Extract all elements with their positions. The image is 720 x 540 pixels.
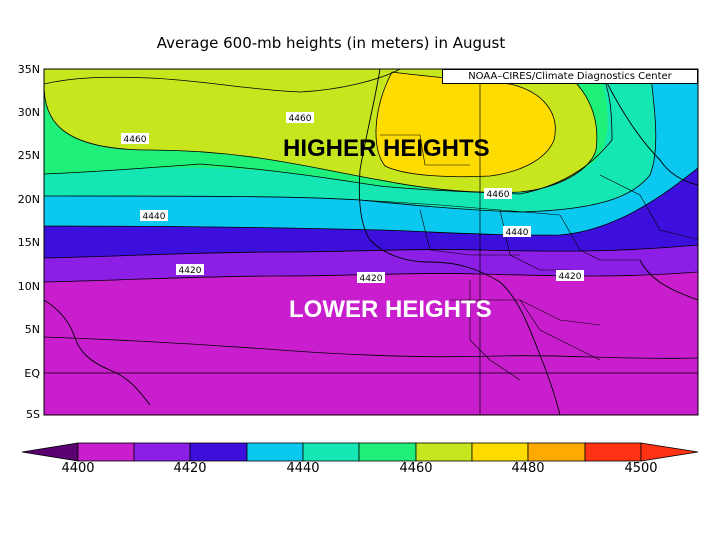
lat-label: 25N	[17, 149, 40, 162]
contour-label: 4440	[506, 228, 529, 238]
lat-label: 15N	[17, 236, 40, 249]
map-frame	[43, 68, 699, 416]
contour-label-box	[556, 270, 584, 281]
country-border	[380, 134, 470, 166]
colorbar-segment	[584, 442, 642, 462]
colorbar-segment	[358, 442, 417, 462]
contour-label-box	[121, 133, 149, 144]
colorbar-tick-label: 4420	[173, 461, 207, 476]
contour-line	[44, 167, 698, 236]
colorbar-tick-label: 4400	[61, 461, 95, 476]
country-border	[359, 199, 561, 216]
contour-line	[44, 69, 613, 195]
contour-label: 4460	[124, 135, 147, 145]
contour-label-box	[357, 272, 385, 283]
country-border	[559, 214, 640, 261]
colorbar-tick-label: 4460	[399, 461, 433, 476]
colorbar-segment	[77, 442, 135, 462]
contour-label-box	[286, 112, 314, 123]
colorbar-under-triangle	[21, 442, 79, 462]
lat-label: 20N	[17, 193, 40, 206]
country-border	[519, 299, 601, 361]
africa-coastline	[358, 69, 561, 415]
americas-coastline	[44, 299, 151, 406]
colorbar-tick-label: 4500	[624, 461, 658, 476]
contour-label-box	[140, 210, 168, 221]
contour-label: 4420	[360, 274, 383, 284]
higher-heights-label: HIGHER HEIGHTS	[283, 135, 490, 162]
colorbar-segment	[471, 442, 529, 462]
coastlines	[44, 69, 698, 415]
band-4490	[375, 72, 556, 177]
country-border	[599, 174, 698, 240]
contour-label: 4420	[559, 272, 582, 282]
contour-line	[44, 244, 698, 259]
colorbar-over-triangle	[640, 442, 699, 462]
contour-label-box	[503, 226, 531, 237]
lat-label: 5N	[24, 323, 40, 336]
country-border	[450, 299, 601, 326]
arabia-coastline	[599, 69, 698, 186]
colorbar-segment	[246, 442, 304, 462]
colorbar-segment	[527, 442, 586, 462]
contour-label: 4460	[289, 114, 312, 124]
contour-label: 4460	[487, 190, 510, 200]
contour-line	[44, 336, 698, 359]
colorbar-segment	[415, 442, 473, 462]
colorbar	[21, 442, 699, 462]
lower-heights-label: LOWER HEIGHTS	[289, 296, 492, 323]
lat-label: EQ	[24, 367, 40, 380]
colorbar-segment	[189, 442, 248, 462]
lat-label: 30N	[17, 106, 40, 119]
contour-line	[44, 69, 401, 93]
lat-label: 35N	[17, 63, 40, 76]
map-title: Average 600-mb heights (in meters) in Au…	[156, 34, 506, 52]
contour-labels: 4460 4460 4460 4440 4440 4420 4420 4420	[121, 112, 584, 284]
credit-box: NOAA–CIRES/Climate Diagnostics Center	[442, 69, 698, 84]
contour-label-box	[176, 264, 204, 275]
contour-label: 4440	[143, 212, 166, 222]
contour-label-box	[484, 188, 512, 199]
contour-line	[44, 69, 598, 193]
lat-label: 10N	[17, 280, 40, 293]
colorbar-tick-label: 4440	[286, 461, 320, 476]
colorbar-segment	[302, 442, 360, 462]
arabian-sea-coast	[639, 259, 698, 301]
lat-label: 5S	[26, 408, 40, 421]
country-border	[419, 209, 520, 256]
contour-line	[44, 69, 657, 213]
contour-label: 4420	[179, 266, 202, 276]
colorbar-segment	[133, 442, 191, 462]
colorbar-tick-label: 4480	[511, 461, 545, 476]
